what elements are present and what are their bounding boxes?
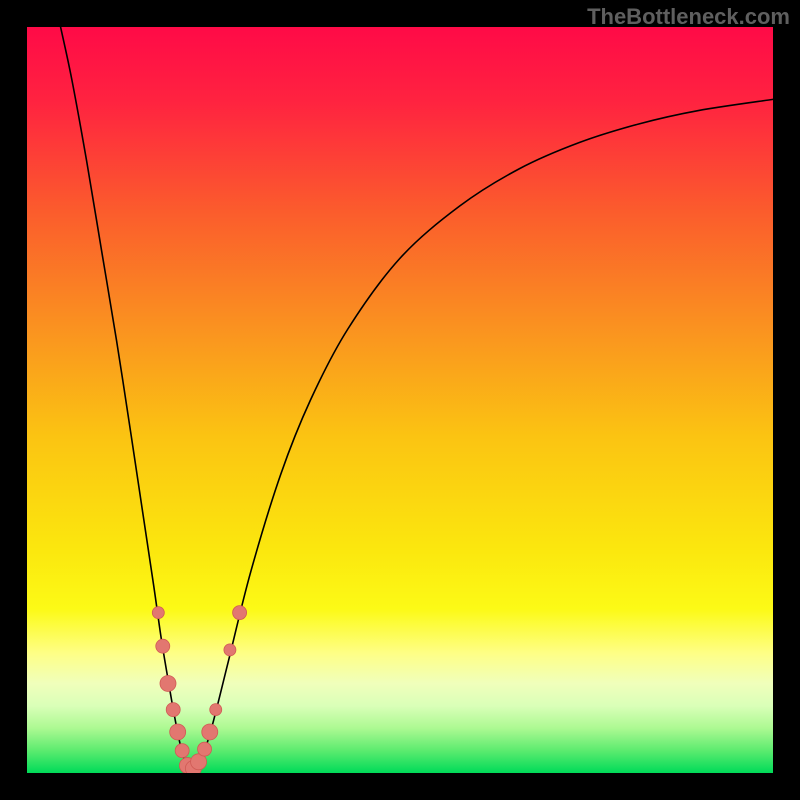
gradient-background (27, 27, 773, 773)
chart-container: TheBottleneck.com (0, 0, 800, 800)
data-marker (233, 606, 247, 620)
data-marker (166, 703, 180, 717)
data-marker (224, 644, 236, 656)
data-marker (160, 675, 176, 691)
data-marker (198, 742, 212, 756)
data-marker (156, 639, 170, 653)
data-marker (210, 704, 222, 716)
attribution-text: TheBottleneck.com (587, 4, 790, 30)
data-marker (175, 744, 189, 758)
bottleneck-curve-chart (0, 0, 800, 800)
data-marker (202, 724, 218, 740)
data-marker (170, 724, 186, 740)
data-marker (152, 607, 164, 619)
